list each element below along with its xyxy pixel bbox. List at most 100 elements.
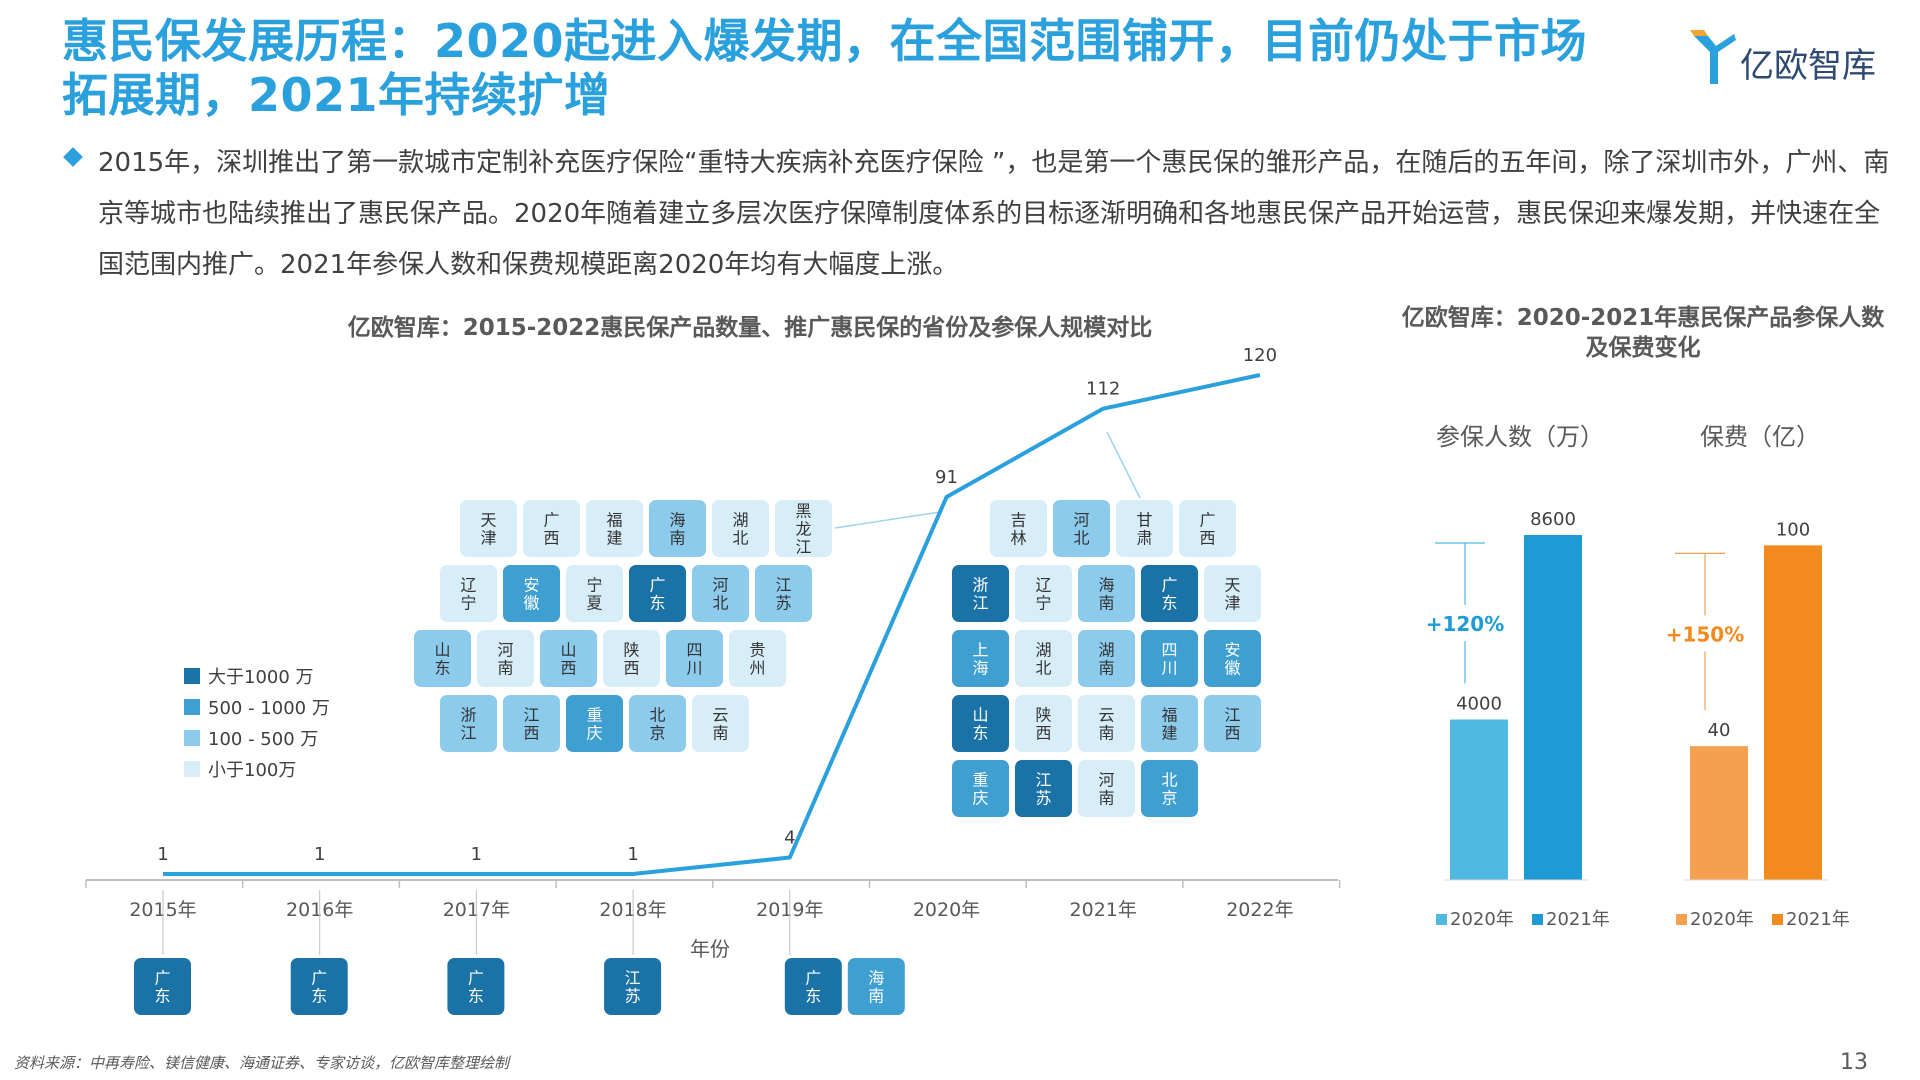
province-2021-label: 北京 (1161, 771, 1177, 808)
bar-panel-title: 保费（亿） (1700, 423, 1820, 451)
province-year-3-label: 江苏 (625, 969, 641, 1006)
province-2020-tile (566, 565, 623, 622)
province-2021-label: 江西 (1224, 706, 1240, 743)
province-2021-label: 广西 (1199, 511, 1215, 548)
province-2021-label: 辽宁 (1035, 576, 1051, 613)
province-2021-tile (1078, 630, 1135, 687)
bar-people-0 (1450, 719, 1508, 880)
province-year-0-tile (134, 958, 191, 1015)
line-data-label: 91 (935, 467, 958, 488)
logo-mark-icon (1690, 30, 1736, 84)
province-2020-label: 福建 (606, 511, 622, 548)
legend-label: 500 - 1000 万 (208, 698, 330, 719)
province-year-4-label: 海南 (868, 969, 884, 1006)
province-2020-label: 江苏 (775, 576, 791, 613)
province-2020-tile (629, 565, 686, 622)
province-2021-tile (1141, 695, 1198, 752)
page-title: 惠民保发展历程：2020起进入爆发期，在全国范围铺开，目前仍处于市场拓展期，20… (62, 14, 1588, 122)
bar-value-label: 4000 (1456, 694, 1502, 715)
line-data-label: 112 (1086, 379, 1120, 400)
side-chart-title: 亿欧智库：2020-2021年惠民保产品参保人数及保费变化 (1401, 305, 1885, 361)
province-2020-tile (503, 695, 560, 752)
province-2021-tile (990, 500, 1047, 557)
province-2021-tile (1141, 630, 1198, 687)
leader-line-2020 (834, 511, 941, 529)
province-2021-label: 甘肃 (1136, 511, 1152, 548)
province-2020-label: 辽宁 (460, 576, 476, 613)
x-tick-label: 2021年 (1070, 899, 1137, 921)
province-2021-tile (1141, 760, 1198, 817)
bar-legend-swatch (1436, 914, 1447, 925)
province-2021-label: 福建 (1161, 706, 1177, 743)
legend-label: 100 - 500 万 (208, 729, 318, 750)
legend-label: 大于1000 万 (208, 667, 314, 688)
province-2020-tile (649, 500, 706, 557)
province-2021-label: 重庆 (972, 771, 988, 808)
product-count-line (163, 373, 1261, 876)
province-2020-tile (603, 630, 660, 687)
province-2021-label: 云南 (1098, 706, 1114, 743)
province-2021-label: 海南 (1098, 576, 1114, 613)
province-2020-tile (692, 695, 749, 752)
province-2020-label: 河南 (497, 641, 513, 678)
logo-text: 亿欧智库 (1740, 46, 1876, 86)
line-data-label: 1 (627, 844, 638, 865)
province-2021-label: 广东 (1161, 576, 1177, 613)
province-year-1-label: 广东 (311, 969, 327, 1006)
province-2021-label: 陕西 (1035, 706, 1051, 743)
province-2020-label: 山东 (434, 641, 450, 678)
line-data-label: 4 (784, 828, 795, 849)
province-year-4-tile (847, 958, 905, 1015)
province-2020-label: 云南 (712, 706, 728, 743)
province-2020-tile (712, 500, 769, 557)
province-year-4-tile (784, 958, 842, 1015)
province-2021-label: 上海 (972, 641, 988, 678)
source-note: 资料来源：中再寿险、镁信健康、海通证券、专家访谈，亿欧智库整理绘制 (14, 1054, 510, 1072)
province-2021-tile (1015, 760, 1072, 817)
province-2020-tile (566, 695, 623, 752)
province-2021-label: 河南 (1098, 771, 1114, 808)
bar-value-label: 40 (1708, 720, 1731, 741)
province-2020-tile (440, 695, 497, 752)
growth-label: +120% (1426, 612, 1505, 636)
province-2021-tile (1015, 565, 1072, 622)
province-2020-label: 四川 (686, 641, 702, 678)
province-2020-tile (729, 630, 786, 687)
province-2020-label: 江西 (523, 706, 539, 743)
province-2020-tile (414, 630, 471, 687)
line-data-label: 1 (157, 844, 168, 865)
legend-label: 小于100万 (208, 760, 296, 781)
bar-people-1 (1524, 535, 1582, 880)
bar-legend-label: 2020年 (1450, 909, 1514, 930)
province-2020-tile (775, 500, 832, 557)
province-2020-label: 天津 (480, 511, 496, 548)
province-2021-tile (952, 630, 1009, 687)
province-2020-tile (586, 500, 643, 557)
province-2020-label: 海南 (669, 511, 685, 548)
province-2021-label: 湖北 (1035, 641, 1051, 678)
line-data-label: 1 (314, 844, 325, 865)
province-2020-tile (692, 565, 749, 622)
leader-line-2021 (1106, 431, 1141, 499)
bar-legend-label: 2020年 (1690, 909, 1754, 930)
province-2021-label: 湖南 (1098, 641, 1114, 678)
province-2021-tile (1078, 760, 1135, 817)
province-2021-tile (1015, 695, 1072, 752)
province-year-4-label: 广东 (805, 969, 821, 1006)
province-2021-tile (1078, 695, 1135, 752)
province-2021-label: 安徽 (1224, 641, 1240, 678)
province-2020-label: 黑龙江 (795, 502, 811, 557)
province-2021-label: 四川 (1161, 641, 1177, 678)
province-2020-label: 北京 (649, 706, 665, 743)
province-year-2-label: 广东 (468, 969, 484, 1006)
province-2021-tile (1015, 630, 1072, 687)
province-2021-tile (1116, 500, 1173, 557)
bar-premium-0 (1690, 746, 1748, 880)
intro-paragraph: 2015年，深圳推出了第一款城市定制补充医疗保险“重特大疾病补充医疗保险 ”，也… (98, 148, 1890, 280)
province-2020-tile (666, 630, 723, 687)
province-2020-label: 山西 (560, 641, 576, 678)
province-2021-tile (1179, 500, 1236, 557)
bar-premium-1 (1764, 545, 1822, 880)
bar-value-label: 8600 (1530, 509, 1576, 530)
